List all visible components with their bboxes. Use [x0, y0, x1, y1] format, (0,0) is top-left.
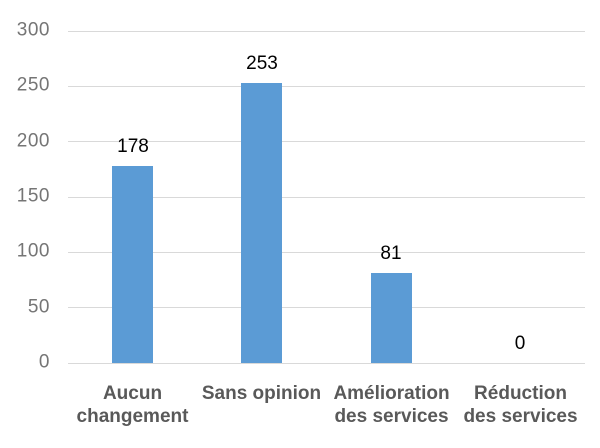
bar	[112, 166, 153, 363]
gridline	[68, 141, 585, 143]
gridline	[68, 251, 585, 253]
bar-value-label: 178	[117, 136, 149, 157]
y-axis-tick-label: 300	[16, 19, 50, 41]
x-axis-category-label: Amélioration des services	[333, 383, 450, 427]
bar-value-label: 81	[380, 243, 402, 264]
bar-value-label: 0	[514, 333, 526, 354]
bar-value-label: 253	[246, 53, 278, 74]
x-axis-category-label: Sans opinion	[201, 383, 322, 404]
bar	[371, 273, 412, 363]
gridline	[68, 85, 585, 87]
y-axis-tick-label: 200	[16, 130, 50, 152]
gridline	[68, 307, 585, 309]
y-axis-tick-label: 150	[16, 185, 50, 207]
gridline	[68, 362, 585, 364]
gridline	[68, 30, 585, 32]
y-axis-tick-label: 250	[16, 74, 50, 96]
bar	[241, 83, 282, 363]
y-axis-tick-label: 100	[16, 240, 50, 262]
x-axis-category-label: Réduction des services	[463, 383, 578, 427]
y-axis-tick-label: 50	[27, 296, 50, 318]
gridline	[68, 196, 585, 198]
x-axis-category-label: Aucun changement	[76, 383, 189, 427]
y-axis-tick-label: 0	[38, 351, 50, 373]
